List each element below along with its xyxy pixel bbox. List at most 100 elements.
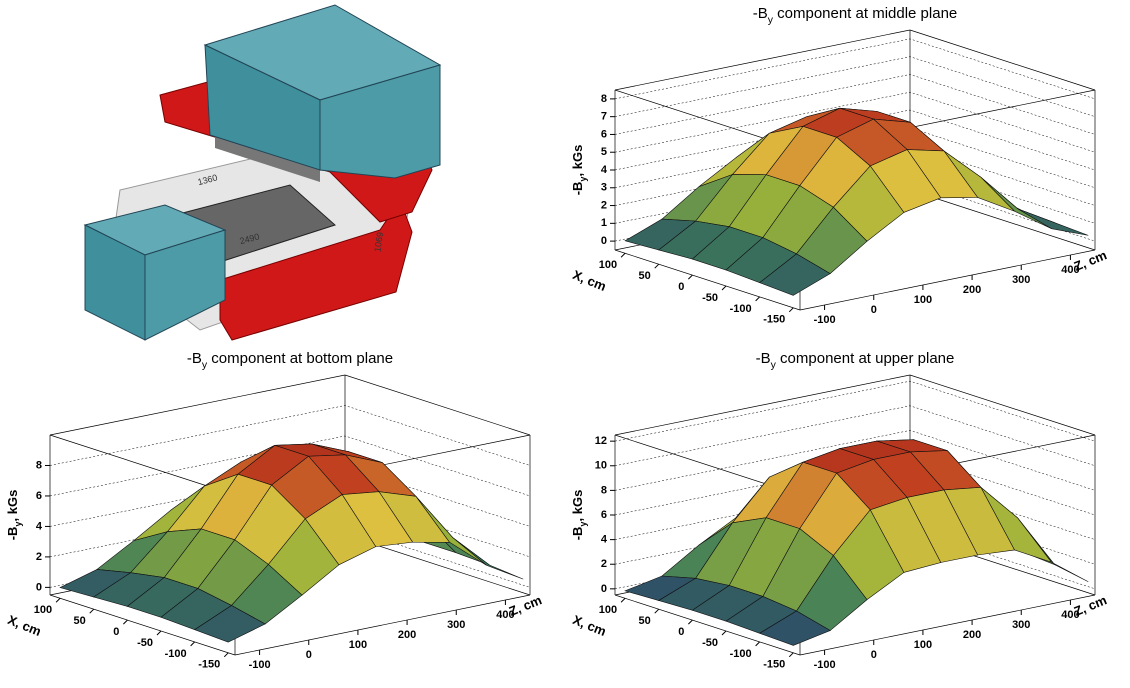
x-tick	[688, 275, 692, 279]
y-tick-label: 0	[36, 581, 42, 593]
x-tick	[621, 598, 625, 602]
y-tick-label: 2	[601, 199, 607, 211]
y-tick-label: 10	[595, 460, 607, 472]
box-edge	[50, 375, 345, 435]
z-tick-label: 300	[1012, 274, 1030, 286]
y-tick-label: 6	[36, 490, 42, 502]
z-axis-label: Z, cm	[1072, 592, 1109, 619]
x-tick-label: -150	[763, 314, 785, 326]
y-tick-label: 5	[601, 146, 607, 158]
text-part: , kGs	[570, 490, 585, 522]
x-tick-label: -100	[730, 648, 752, 660]
x-tick-label: 0	[678, 626, 684, 638]
x-tick	[756, 297, 760, 301]
z-tick-label: 300	[1012, 619, 1030, 631]
y-tick-label: 8	[601, 484, 607, 496]
x-tick-label: 50	[73, 615, 85, 627]
z-tick-label: 300	[447, 619, 465, 631]
surface-cell	[453, 538, 524, 580]
z-tick-label: -100	[249, 659, 271, 671]
x-tick-label: 100	[599, 604, 617, 616]
x-tick	[224, 653, 228, 657]
x-tick	[722, 286, 726, 290]
x-tick	[655, 264, 659, 268]
y-axis-label: -By, kGs	[570, 145, 588, 196]
z-tick-label: 0	[871, 304, 877, 316]
box-edge	[615, 375, 910, 435]
x-tick-label: 100	[599, 259, 617, 271]
box-edge	[910, 30, 1095, 90]
x-tick-label: -150	[763, 659, 785, 671]
box-edge	[910, 375, 1095, 435]
x-tick	[789, 653, 793, 657]
z-tick-label: 200	[398, 629, 416, 641]
z-tick-label: 200	[963, 284, 981, 296]
x-tick	[789, 308, 793, 312]
y-tick-label: 6	[601, 128, 607, 140]
chart-title: -By component at upper plane	[756, 350, 955, 371]
x-tick-label: 0	[113, 626, 119, 638]
z-tick-label: -100	[814, 659, 836, 671]
y-tick-label: 4	[601, 164, 608, 176]
x-tick-label: 50	[638, 615, 650, 627]
text-part: -B	[753, 5, 768, 22]
y-tick-label: 8	[601, 93, 607, 105]
y-tick-label: 12	[595, 435, 607, 447]
x-tick	[56, 598, 60, 602]
x-tick	[191, 642, 195, 646]
y-tick-label: 0	[601, 583, 607, 595]
text-part: , kGs	[5, 490, 20, 522]
text-part: component at bottom plane	[207, 350, 393, 367]
text-part: -B	[570, 527, 585, 541]
x-tick-label: 50	[638, 270, 650, 282]
x-tick	[123, 620, 127, 624]
y-tick-label: 0	[601, 235, 607, 247]
text-part: -B	[187, 350, 202, 367]
x-tick	[756, 642, 760, 646]
z-axis-label: Z, cm	[1072, 247, 1109, 274]
x-tick-label: 0	[678, 281, 684, 293]
y-tick-label: 2	[601, 558, 607, 570]
box-edge	[615, 30, 910, 90]
x-tick	[90, 609, 94, 613]
text-part: -B	[756, 350, 771, 367]
y-tick-label: 2	[36, 551, 42, 563]
y-axis-label: -By, kGs	[570, 490, 588, 541]
chart-title: -By component at bottom plane	[187, 350, 393, 371]
y-tick-label: 4	[36, 520, 43, 532]
z-tick-label: 100	[914, 294, 932, 306]
z-tick-label: 0	[306, 649, 312, 661]
x-tick-label: -150	[198, 659, 220, 671]
z-tick-label: 0	[871, 649, 877, 661]
surface-cell	[1018, 209, 1089, 236]
x-tick-label: -50	[702, 637, 718, 649]
y-tick-label: 3	[601, 182, 607, 194]
z-tick-label: -100	[814, 314, 836, 326]
z-tick-label: 200	[963, 629, 981, 641]
text-part: component at middle plane	[773, 5, 957, 22]
text-part: , kGs	[570, 145, 585, 177]
y-axis-label: -By, kGs	[5, 490, 23, 541]
figure: 1360 2490 1069 -By component at middle p…	[0, 0, 1130, 688]
z-axis-label: Z, cm	[507, 592, 544, 619]
x-tick	[688, 620, 692, 624]
grid-line	[615, 381, 1095, 441]
y-tick-label: 8	[36, 459, 42, 471]
x-tick	[157, 631, 161, 635]
y-tick-label: 1	[601, 217, 607, 229]
x-tick-label: -50	[137, 637, 153, 649]
magnet-drawing: 1360 2490 1069	[85, 5, 440, 340]
y-tick-label: 4	[601, 534, 608, 546]
chart-title: -By component at middle plane	[753, 5, 958, 26]
x-tick	[722, 631, 726, 635]
x-tick	[621, 253, 625, 257]
x-tick-label: -50	[702, 292, 718, 304]
grid-line	[615, 39, 1095, 99]
z-tick-label: 100	[914, 639, 932, 651]
y-tick-label: 6	[601, 509, 607, 521]
y-tick-label: 7	[601, 111, 607, 123]
text-part: -B	[570, 182, 585, 196]
x-tick-label: -100	[165, 648, 187, 660]
z-tick-label: 100	[349, 639, 367, 651]
text-part: -B	[5, 527, 20, 541]
